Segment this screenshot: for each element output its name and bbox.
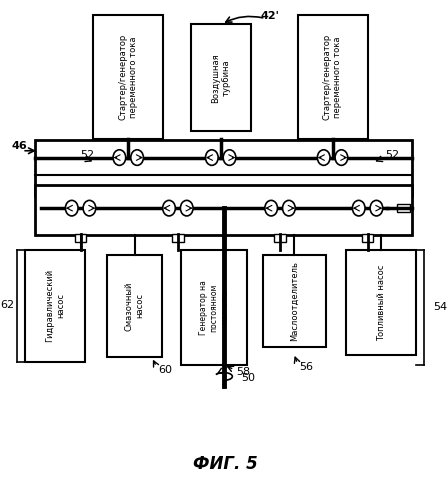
Text: Смазочный
насос: Смазочный насос: [125, 281, 144, 331]
Text: 42': 42': [261, 11, 280, 21]
Ellipse shape: [283, 201, 295, 216]
Bar: [75, 235, 86, 242]
Text: Воздушная
турбина: Воздушная турбина: [211, 53, 230, 103]
Bar: [397, 204, 410, 212]
Ellipse shape: [265, 201, 277, 216]
Text: 56: 56: [299, 362, 314, 372]
Ellipse shape: [113, 150, 126, 165]
Text: 54: 54: [433, 302, 447, 312]
Bar: [362, 235, 374, 242]
Ellipse shape: [335, 150, 348, 165]
Ellipse shape: [317, 150, 330, 165]
Bar: [107, 255, 162, 357]
Text: Стартер/генератор
переменного тока: Стартер/генератор переменного тока: [119, 34, 138, 120]
Bar: [297, 14, 367, 139]
Bar: [346, 250, 416, 355]
Text: 58: 58: [236, 367, 250, 377]
Bar: [121, 195, 135, 204]
Ellipse shape: [181, 201, 193, 216]
Ellipse shape: [163, 201, 175, 216]
Text: 50: 50: [241, 373, 255, 383]
Bar: [214, 195, 228, 204]
Bar: [263, 255, 326, 347]
Bar: [35, 185, 412, 236]
Bar: [93, 14, 163, 139]
Ellipse shape: [206, 150, 218, 165]
Text: Маслоотделитель: Маслоотделитель: [289, 261, 299, 341]
Bar: [190, 24, 251, 131]
Text: 60: 60: [159, 365, 172, 375]
Text: 62: 62: [0, 300, 14, 310]
Bar: [326, 195, 340, 204]
Bar: [25, 250, 86, 362]
Text: 52: 52: [81, 150, 95, 160]
Ellipse shape: [131, 150, 143, 165]
Text: 52: 52: [385, 150, 399, 160]
Ellipse shape: [65, 201, 78, 216]
Ellipse shape: [370, 201, 383, 216]
Text: Стартер/генератор
переменного тока: Стартер/генератор переменного тока: [323, 34, 342, 120]
Text: Гидравлический
насос: Гидравлический насос: [46, 269, 65, 342]
Text: Генератор на
постоянном
магните: Генератор на постоянном магните: [199, 280, 229, 335]
Text: Топливный насос: Топливный насос: [377, 264, 386, 341]
Bar: [274, 235, 286, 242]
Ellipse shape: [83, 201, 96, 216]
Bar: [172, 235, 184, 242]
Ellipse shape: [353, 201, 365, 216]
Bar: [181, 250, 247, 365]
Ellipse shape: [223, 150, 236, 165]
Bar: [35, 140, 412, 197]
Text: ФИГ. 5: ФИГ. 5: [193, 455, 258, 473]
Text: 46: 46: [11, 141, 27, 151]
